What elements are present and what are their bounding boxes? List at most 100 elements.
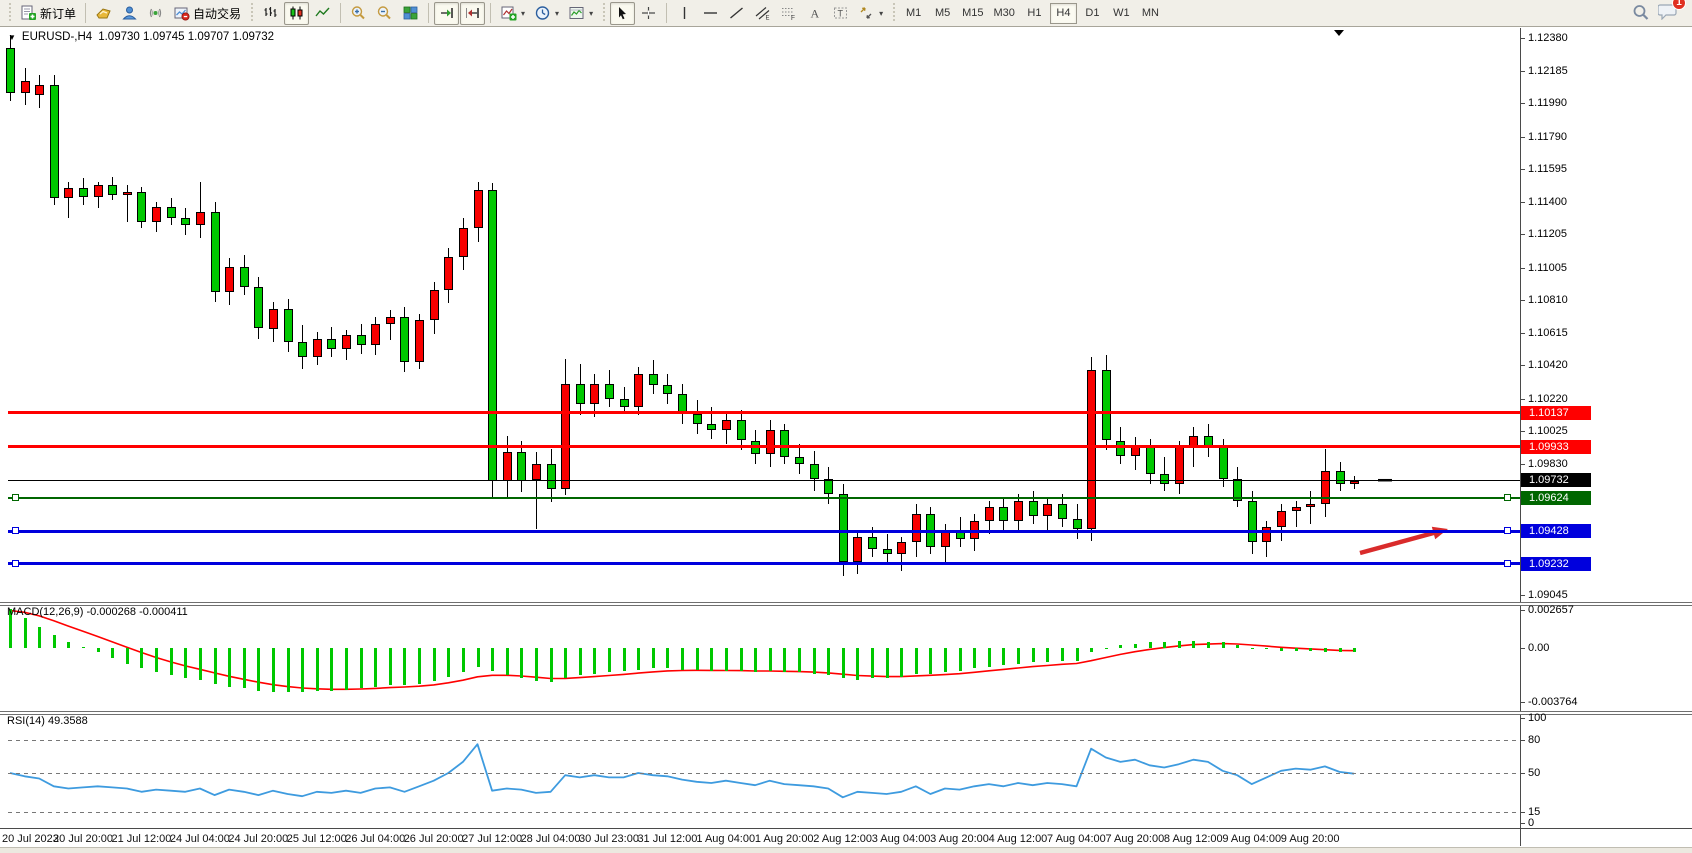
- timeframe-button-m30[interactable]: M30: [993, 7, 1015, 19]
- pane-separator-macd[interactable]: [0, 602, 1692, 606]
- toolbar-grip[interactable]: [7, 3, 12, 23]
- candle-up: [1043, 503, 1052, 516]
- timeframe-button-w1[interactable]: W1: [1113, 7, 1130, 19]
- macd-histogram-bar: [111, 648, 114, 658]
- main-toolbar: 新订单: [0, 0, 1692, 27]
- time-axis-label: 24 Jul 04:00: [169, 833, 230, 845]
- price-tick-mark: [1520, 332, 1525, 334]
- fibonacci-icon: F: [782, 8, 795, 21]
- market-watch-button[interactable]: [91, 2, 116, 25]
- auto-scroll-button[interactable]: [434, 1, 460, 25]
- horizontal-line-1.09732[interactable]: [8, 479, 1520, 481]
- rsi-level-line-80: [8, 739, 1520, 741]
- line-handle[interactable]: [12, 526, 19, 534]
- time-axis-label: 20 Jul 20:00: [53, 833, 113, 845]
- horizontal-line-tool-button[interactable]: [698, 2, 723, 25]
- horizontal-line-1.10137[interactable]: [8, 411, 1520, 415]
- line-handle[interactable]: [12, 559, 19, 567]
- candle-down: [137, 191, 146, 222]
- tile-windows-button[interactable]: [398, 2, 423, 25]
- macd-histogram-bar: [696, 648, 699, 670]
- periods-button[interactable]: ▾: [530, 2, 563, 25]
- chart-area[interactable]: ▼ EURUSD-,H4 1.09730 1.09745 1.09707 1.0…: [0, 27, 1692, 853]
- toolbar-grip[interactable]: [249, 3, 255, 23]
- community-button[interactable]: [117, 2, 142, 25]
- price-tick-label: 1.09830: [1528, 457, 1568, 470]
- vertical-line-tool-button[interactable]: [672, 2, 697, 25]
- price-tag-1.09428: 1.09428: [1521, 523, 1591, 538]
- candle-up: [371, 323, 380, 346]
- toolbar-grip[interactable]: [601, 3, 607, 23]
- templates-button[interactable]: ▾: [564, 2, 597, 25]
- candle-up: [386, 316, 395, 324]
- macd-histogram-bar: [666, 648, 669, 668]
- rsi-tick-mark: [1520, 823, 1525, 824]
- autotrading-button[interactable]: 自动交易: [169, 2, 245, 25]
- macd-histogram-bar: [1134, 643, 1137, 648]
- chart-shift-button[interactable]: [460, 1, 486, 25]
- indicators-button[interactable]: ▾: [496, 2, 529, 25]
- timeframe-button-d1[interactable]: D1: [1085, 7, 1100, 19]
- candle-down: [1073, 519, 1082, 529]
- price-axis-border: [1520, 28, 1521, 846]
- candle-down: [576, 383, 585, 404]
- arrows-tool-button[interactable]: ▾: [854, 2, 887, 25]
- candlestick-mode-button[interactable]: [284, 1, 310, 25]
- line-handle[interactable]: [1504, 494, 1511, 502]
- trendline-icon: [730, 7, 744, 19]
- candle-up: [1292, 507, 1301, 511]
- macd-histogram-bar: [1353, 648, 1356, 652]
- timeframe-button-m5[interactable]: M5: [934, 7, 951, 19]
- candle-up: [1175, 447, 1184, 484]
- toolbar-grip[interactable]: [891, 3, 897, 23]
- candle-up: [634, 373, 643, 408]
- candle-up: [225, 266, 234, 292]
- macd-histogram-bar: [214, 648, 217, 684]
- candle-up: [152, 206, 161, 222]
- timeframe-button-m1[interactable]: M1: [905, 7, 922, 19]
- vertical-line-icon: [683, 7, 686, 19]
- equidistant-channel-tool-button[interactable]: E: [750, 2, 775, 25]
- timeframe-button-h1[interactable]: H1: [1027, 7, 1042, 19]
- macd-histogram-bar: [1251, 648, 1254, 649]
- text-tool-button[interactable]: A: [802, 2, 827, 25]
- new-order-button[interactable]: 新订单: [16, 2, 80, 25]
- candle-down: [1160, 473, 1169, 484]
- trendline-tool-button[interactable]: [724, 2, 749, 25]
- crosshair-tool-button[interactable]: [636, 2, 661, 25]
- person-icon: [122, 6, 137, 20]
- zoom-out-button[interactable]: [372, 2, 397, 25]
- horizontal-line-1.09428[interactable]: [8, 529, 1520, 533]
- candle-down: [1058, 503, 1067, 519]
- chart-shift-marker[interactable]: [1334, 30, 1344, 36]
- line-handle[interactable]: [1504, 559, 1511, 567]
- autotrading-icon: [174, 7, 190, 21]
- horizontal-line-1.09933[interactable]: [8, 445, 1520, 449]
- macd-histogram-bar: [1046, 648, 1049, 663]
- timeframe-button-m15[interactable]: M15: [962, 7, 984, 19]
- zoom-in-button[interactable]: [346, 2, 371, 25]
- candle-up: [430, 290, 439, 321]
- macd-histogram-bar: [1105, 648, 1108, 649]
- news-signal-button[interactable]: [143, 2, 168, 25]
- fibonacci-tool-button[interactable]: F: [776, 2, 801, 25]
- macd-histogram-bar: [1002, 648, 1005, 666]
- horizontal-line-1.09624[interactable]: [8, 497, 1520, 500]
- macd-histogram-bar: [593, 648, 596, 674]
- rsi-line: [9, 743, 1355, 799]
- notifications-chat-button[interactable]: 1: [1657, 0, 1686, 25]
- line-handle[interactable]: [1504, 526, 1511, 534]
- search-icon[interactable]: [1632, 4, 1650, 22]
- line-chart-mode-button[interactable]: [310, 2, 335, 25]
- timeframe-button-h4[interactable]: H4: [1049, 2, 1077, 24]
- text-label-tool-button[interactable]: T: [828, 2, 853, 25]
- bar-chart-mode-button[interactable]: [258, 2, 283, 25]
- channel-icon: E: [755, 7, 770, 21]
- line-handle[interactable]: [12, 494, 19, 502]
- horizontal-line-1.09232[interactable]: [8, 562, 1520, 566]
- pane-separator-rsi[interactable]: [0, 711, 1692, 715]
- timeframe-button-mn[interactable]: MN: [1141, 7, 1159, 19]
- cursor-tool-button[interactable]: [610, 1, 636, 25]
- symbol-dropdown-icon[interactable]: ▼: [8, 32, 16, 42]
- price-tick-mark: [1520, 594, 1525, 596]
